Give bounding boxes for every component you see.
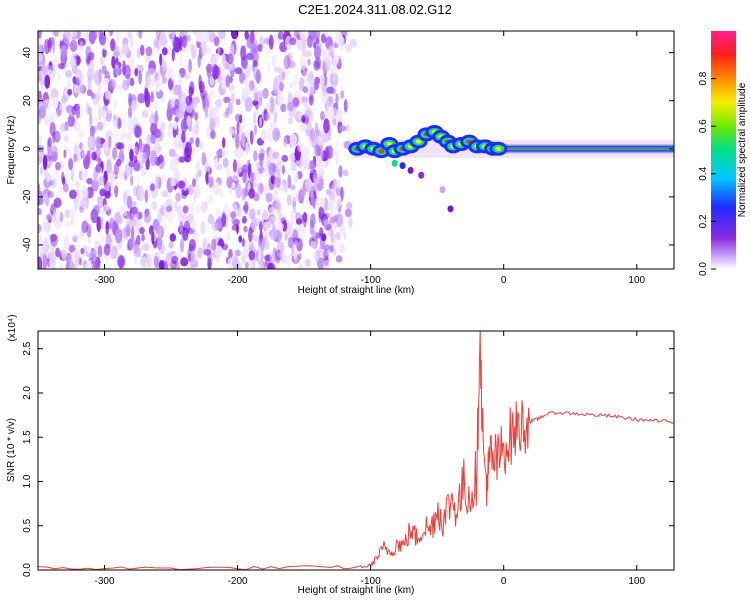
x-tick-label: 100 <box>628 275 645 286</box>
signal-blob-core <box>495 146 502 151</box>
colorbar-gradient <box>711 31 736 269</box>
y-tick-label: 1.5 <box>22 430 33 444</box>
y-tick-label: -20 <box>22 189 33 204</box>
x-tick-label: -300 <box>95 576 115 587</box>
heatmap-noise-region <box>38 31 358 269</box>
heatmap-signal-band <box>348 124 674 213</box>
snr-y-ticks: 0.0 0.5 1.0 1.5 2.0 2.5 <box>22 341 674 577</box>
snr-x-ticks: -300 -200 -100 0 100 <box>95 331 646 587</box>
snr-panel: -300 -200 -100 0 100 0.0 0.5 1.0 1.5 2.0 2.5 Heig… <box>6 314 675 596</box>
signal-scatter-dot <box>439 186 446 194</box>
x-tick-label: 100 <box>628 576 645 587</box>
snr-series-line <box>38 331 674 570</box>
x-tick-label: -300 <box>95 275 115 286</box>
spectrogram-frame <box>37 30 675 270</box>
colorbar-label: Normalized spectral amplitude <box>737 82 748 217</box>
x-tick-label: 0 <box>501 576 507 587</box>
colorbar: 0.0 0.2 0.4 0.6 0.8 Normalized spectral ampl… <box>698 31 748 276</box>
snr-y-label: SNR (10 * v/v) <box>6 418 17 482</box>
signal-scatter-dot <box>447 205 454 213</box>
y-tick-label: 0.0 <box>22 563 33 577</box>
x-tick-label: -100 <box>361 275 381 286</box>
x-tick-label: -200 <box>228 576 248 587</box>
spectrogram-y-label: Frequency (Hz) <box>6 116 17 185</box>
snr-x-label: Height of straight line (km) <box>298 585 415 596</box>
y-tick-label: 2.5 <box>22 341 33 355</box>
x-tick-label: -200 <box>228 275 248 286</box>
signal-scatter-dot <box>407 166 414 174</box>
spectrogram-x-label: Height of straight line (km) <box>298 285 415 296</box>
y-tick-label: 2.0 <box>22 386 33 400</box>
y-tick-label: 0 <box>22 146 33 152</box>
spectrogram-y-ticks: -40 -20 0 20 40 <box>22 47 674 252</box>
signal-blob-core <box>415 139 422 144</box>
signal-scatter-dot <box>399 162 406 170</box>
y-tick-label: 40 <box>22 47 33 59</box>
y-tick-label: 20 <box>22 95 33 107</box>
x-tick-label: 0 <box>501 275 507 286</box>
snr-frame <box>37 330 675 571</box>
signal-blob-core <box>378 149 385 154</box>
figure-title: C2E1.2024.311.08.02.G12 <box>298 2 452 17</box>
x-tick-label: -100 <box>361 576 381 587</box>
signal-band-steady <box>503 143 674 154</box>
signal-scatter-dot <box>391 159 398 167</box>
y-tick-label: 1.0 <box>22 474 33 488</box>
colorbar-tick-label: 0.8 <box>698 71 709 85</box>
signal-scatter-dot <box>418 171 425 179</box>
snr-y-multiplier: (x10⁴) <box>7 314 18 341</box>
colorbar-tick-label: 0.6 <box>698 119 709 133</box>
colorbar-ticks: 0.0 0.2 0.4 0.6 0.8 <box>698 71 716 276</box>
colorbar-tick-label: 0.4 <box>698 166 709 180</box>
y-tick-label: -40 <box>22 237 33 252</box>
colorbar-tick-label: 0.0 <box>698 262 709 276</box>
y-tick-label: 0.5 <box>22 518 33 532</box>
spectrogram-x-ticks: -300 -200 -100 0 100 <box>95 31 646 286</box>
colorbar-tick-label: 0.2 <box>698 214 709 228</box>
